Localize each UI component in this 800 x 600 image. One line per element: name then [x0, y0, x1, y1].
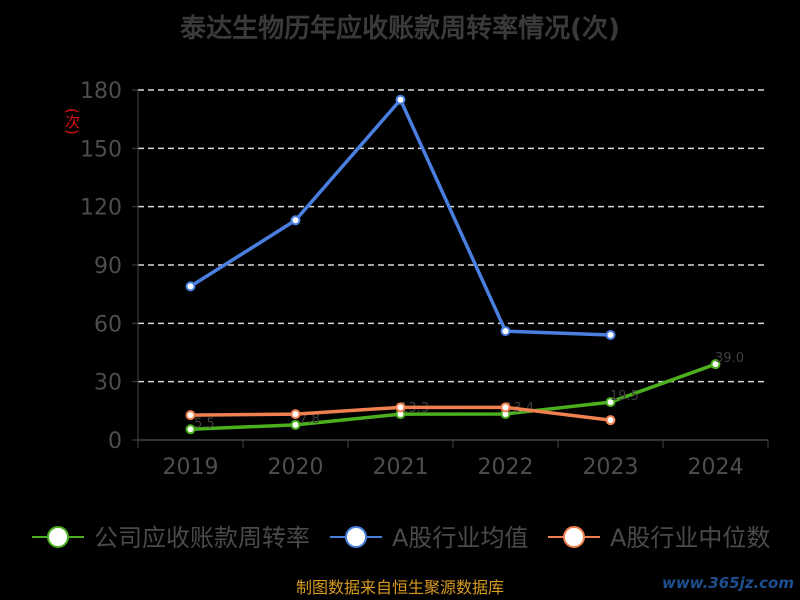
y-tick-label: 150 — [80, 137, 122, 162]
y-tick-label: 60 — [94, 312, 122, 337]
legend-marker — [345, 526, 367, 548]
legend-entry-0: 公司应收账款周转率 — [94, 524, 310, 552]
x-tick-label: 2023 — [583, 455, 639, 480]
data-point-0 — [605, 397, 616, 408]
x-tick-label: 2020 — [268, 455, 324, 480]
data-point-2 — [395, 402, 406, 413]
data-point-1 — [395, 94, 406, 105]
legend-entry-1: A股行业均值 — [392, 524, 528, 552]
legend-entry-2: A股行业中位数 — [610, 524, 770, 552]
source-footer: 制图数据来自恒生聚源数据库 — [295, 578, 504, 597]
data-point-1 — [185, 281, 196, 292]
data-label: 7.8 — [299, 412, 320, 427]
x-tick-label: 2022 — [478, 455, 534, 480]
y-tick-label: 90 — [94, 254, 122, 279]
x-tick-label: 2024 — [688, 455, 744, 480]
data-point-2 — [185, 410, 196, 421]
chart-title: 泰达生物历年应收账款周转率情况(次) — [180, 14, 620, 44]
data-point-0 — [710, 359, 721, 370]
data-point-1 — [290, 215, 301, 226]
data-point-1 — [500, 326, 511, 337]
data-point-1 — [605, 330, 616, 340]
y-tick-label: 30 — [94, 371, 122, 396]
data-label: 5.5 — [194, 416, 215, 431]
watermark: www.365jz.com — [661, 574, 794, 592]
y-axis-label: (次) — [63, 108, 81, 135]
series-line-0 — [190, 362, 717, 432]
data-point-2 — [500, 402, 511, 413]
y-tick-label: 180 — [80, 79, 122, 104]
series-line-1 — [189, 97, 611, 337]
x-tick-label: 2019 — [163, 455, 219, 480]
data-point-0 — [290, 419, 301, 430]
x-tick-label: 2021 — [373, 455, 429, 480]
legend-marker — [563, 526, 585, 548]
y-tick-label: 0 — [108, 429, 122, 454]
data-point-2 — [290, 409, 301, 420]
data-label: 39.0 — [715, 351, 744, 366]
y-tick-label: 120 — [80, 196, 122, 221]
legend-marker — [47, 526, 69, 548]
data-point-0 — [185, 424, 196, 435]
data-point-2 — [605, 415, 616, 426]
data-label: 19.5 — [610, 389, 639, 404]
